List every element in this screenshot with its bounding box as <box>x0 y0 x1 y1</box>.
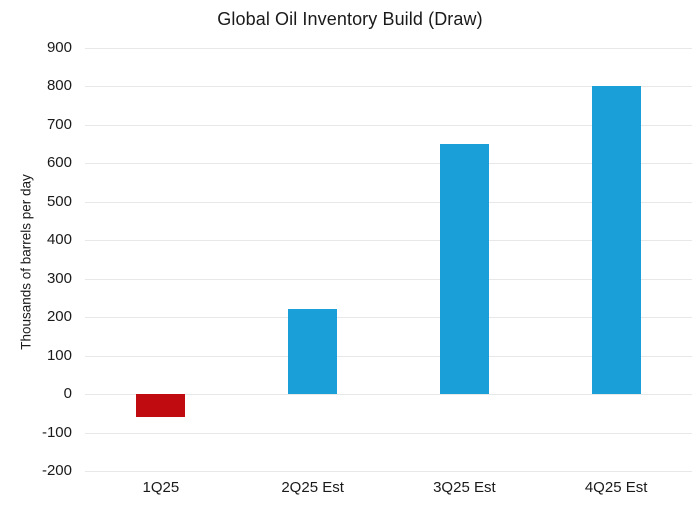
gridline-0 <box>85 394 692 396</box>
bar-4q25-est <box>591 86 641 395</box>
gridline-500 <box>85 201 692 203</box>
x-tick-label-2q25-est: 2Q25 Est <box>281 479 344 496</box>
y-tick-label-300: 300 <box>46 269 72 287</box>
gridline-700 <box>85 124 692 126</box>
y-tick-label-500: 500 <box>46 192 72 210</box>
gridline-200 <box>85 317 692 319</box>
y-tick-label-0: 0 <box>63 385 72 403</box>
x-tick-label-4q25-est: 4Q25 Est <box>584 479 648 496</box>
y-tick-label--100: -100 <box>41 423 72 441</box>
y-tick-label-200: 200 <box>46 308 72 326</box>
x-tick-label-1q25: 1Q25 <box>142 479 180 496</box>
bar-1q25 <box>136 394 186 418</box>
chart-title: Global Oil Inventory Build (Draw) <box>217 9 483 29</box>
y-tick-label-600: 600 <box>46 154 72 172</box>
y-tick-label-900: 900 <box>46 39 72 56</box>
gridline-100 <box>85 355 692 357</box>
gridline-300 <box>85 278 692 280</box>
bar-3q25-est <box>439 144 489 395</box>
x-tick-label-3q25-est: 3Q25 Est <box>433 479 496 496</box>
gridline-800 <box>85 86 692 88</box>
gridline--100 <box>85 432 692 434</box>
gridline--200 <box>85 471 692 472</box>
y-tick-label--200: -200 <box>41 462 72 479</box>
gridline-400 <box>85 240 692 242</box>
bar-2q25-est <box>288 309 338 395</box>
y-tick-label-100: 100 <box>46 346 72 364</box>
y-tick-label-400: 400 <box>46 231 72 249</box>
y-tick-label-700: 700 <box>46 115 72 133</box>
y-tick-label-800: 800 <box>46 77 72 95</box>
gridline-900 <box>85 48 692 49</box>
gridline-600 <box>85 163 692 165</box>
